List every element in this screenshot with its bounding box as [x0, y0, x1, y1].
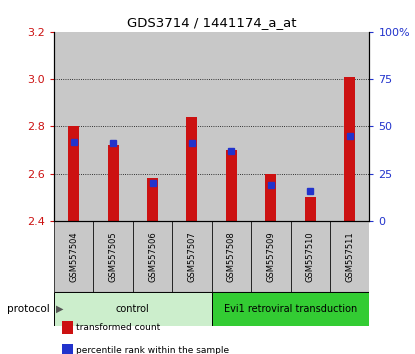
- Bar: [265, 174, 276, 221]
- Bar: [344, 77, 355, 221]
- Bar: [133, 221, 172, 292]
- Bar: [172, 221, 212, 292]
- Text: Evi1 retroviral transduction: Evi1 retroviral transduction: [224, 304, 357, 314]
- Bar: [54, 221, 93, 292]
- Text: GSM557510: GSM557510: [306, 231, 315, 282]
- Text: GSM557504: GSM557504: [69, 231, 78, 282]
- Bar: [68, 126, 79, 221]
- Bar: [107, 145, 119, 221]
- Bar: [251, 32, 290, 221]
- Bar: [330, 221, 369, 292]
- Bar: [133, 32, 172, 221]
- Bar: [212, 292, 369, 326]
- Text: GSM557511: GSM557511: [345, 231, 354, 282]
- Text: GSM557509: GSM557509: [266, 231, 275, 282]
- Bar: [147, 178, 158, 221]
- Text: transformed count: transformed count: [76, 323, 160, 332]
- Bar: [226, 150, 237, 221]
- Text: ▶: ▶: [56, 304, 63, 314]
- Bar: [93, 32, 133, 221]
- Bar: [251, 221, 290, 292]
- Text: GSM557506: GSM557506: [148, 231, 157, 282]
- Bar: [54, 32, 93, 221]
- Bar: [212, 221, 251, 292]
- Bar: [290, 221, 330, 292]
- Bar: [172, 32, 212, 221]
- Text: GSM557505: GSM557505: [109, 231, 117, 282]
- Bar: [212, 32, 251, 221]
- Bar: [330, 32, 369, 221]
- Bar: [305, 197, 316, 221]
- Text: GSM557508: GSM557508: [227, 231, 236, 282]
- Bar: [290, 32, 330, 221]
- Title: GDS3714 / 1441174_a_at: GDS3714 / 1441174_a_at: [127, 16, 296, 29]
- Bar: [186, 117, 198, 221]
- Bar: [54, 292, 212, 326]
- Text: control: control: [116, 304, 150, 314]
- Text: GSM557507: GSM557507: [188, 231, 196, 282]
- Text: percentile rank within the sample: percentile rank within the sample: [76, 346, 229, 354]
- Text: protocol: protocol: [7, 304, 50, 314]
- Bar: [93, 221, 133, 292]
